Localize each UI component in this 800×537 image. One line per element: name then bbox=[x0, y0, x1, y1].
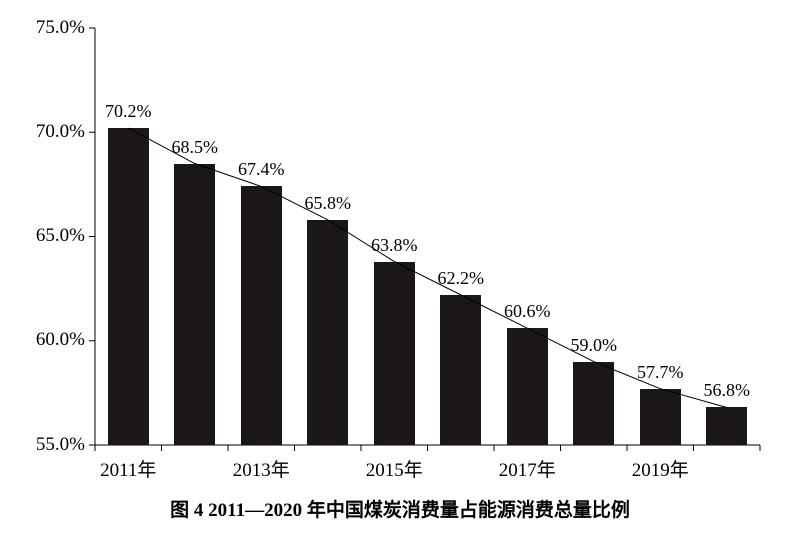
x-tick-label: 2013年 bbox=[201, 455, 321, 482]
bar-value-label: 56.8% bbox=[687, 380, 767, 401]
bar bbox=[706, 407, 747, 445]
bar bbox=[573, 362, 614, 445]
chart-caption: 图 4 2011—2020 年中国煤炭消费量占能源消费总量比例 bbox=[0, 495, 800, 522]
x-tick-label: 2019年 bbox=[600, 455, 720, 482]
bar-value-label: 68.5% bbox=[155, 137, 235, 158]
bar-value-label: 70.2% bbox=[88, 101, 168, 122]
y-tick-label: 60.0% bbox=[36, 329, 85, 351]
bar bbox=[507, 328, 548, 445]
bar-value-label: 59.0% bbox=[554, 335, 634, 356]
x-tick-label: 2011年 bbox=[68, 455, 188, 482]
y-tick-label: 65.0% bbox=[36, 225, 85, 247]
bar bbox=[108, 128, 149, 445]
y-tick-label: 70.0% bbox=[36, 121, 85, 143]
y-tick-label: 75.0% bbox=[36, 17, 85, 39]
bar bbox=[174, 164, 215, 445]
coal-share-chart: 55.0% 60.0% 65.0% 70.0% 75.0% 2011年 2013年 2015年… bbox=[0, 0, 800, 537]
bar bbox=[307, 220, 348, 445]
y-tick-label: 55.0% bbox=[36, 434, 85, 456]
bar bbox=[241, 186, 282, 445]
bar-value-label: 65.8% bbox=[288, 193, 368, 214]
bar bbox=[640, 389, 681, 445]
bar bbox=[440, 295, 481, 445]
bar-value-label: 67.4% bbox=[221, 159, 301, 180]
x-tick-label: 2017年 bbox=[467, 455, 587, 482]
x-tick-label: 2015年 bbox=[334, 455, 454, 482]
bar bbox=[374, 262, 415, 445]
bar-value-label: 60.6% bbox=[487, 301, 567, 322]
bar-value-label: 62.2% bbox=[421, 268, 501, 289]
bar-value-label: 63.8% bbox=[354, 235, 434, 256]
